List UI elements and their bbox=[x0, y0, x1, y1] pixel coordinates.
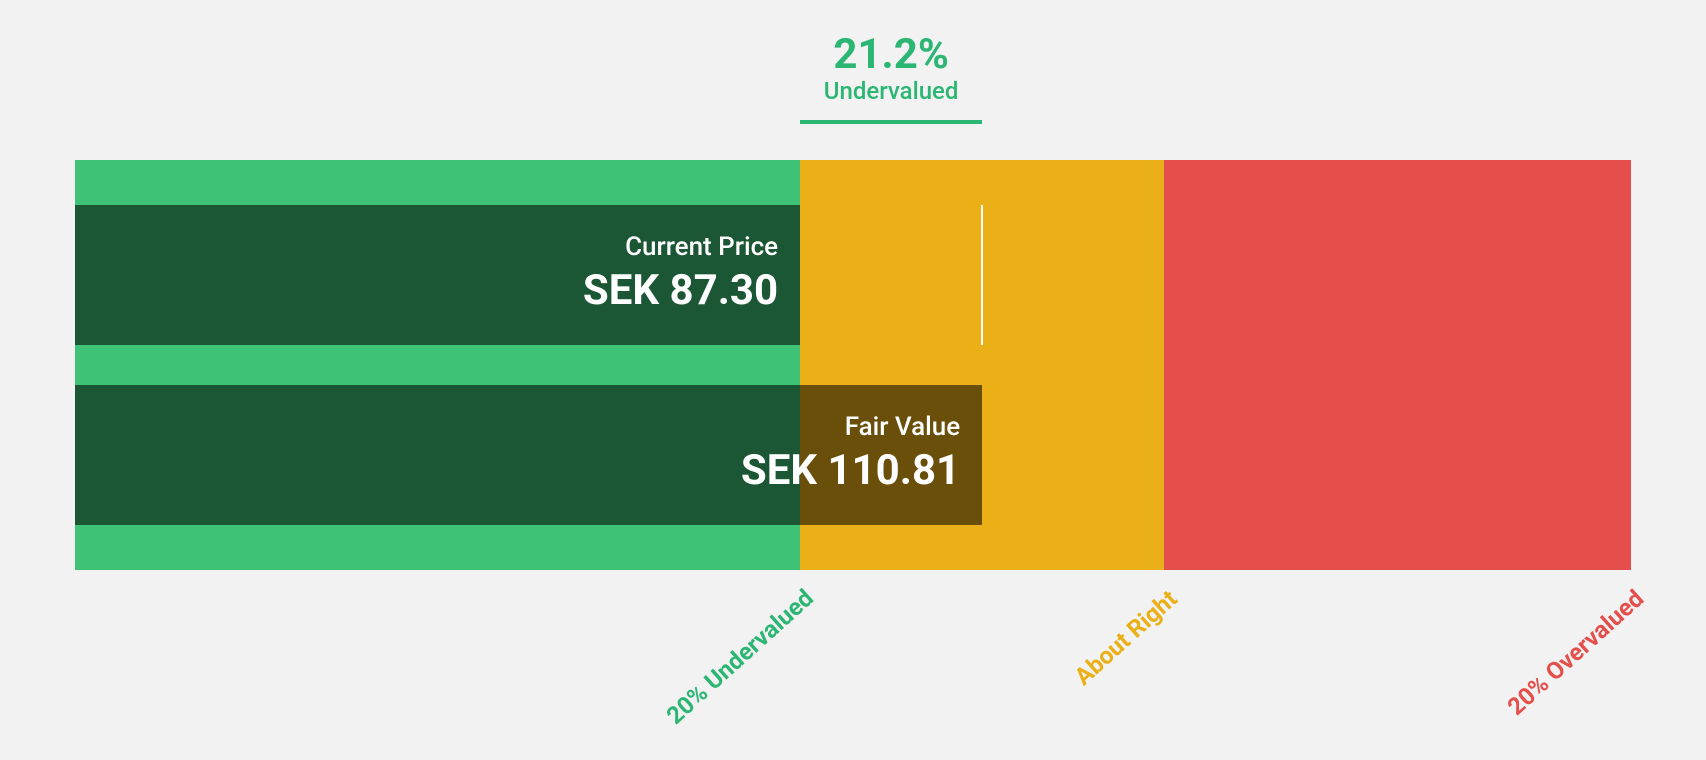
callout-sublabel: Undervalued bbox=[781, 77, 1001, 105]
fair-value-tick bbox=[981, 205, 983, 345]
zone-label-undervalued: 20% Undervalued bbox=[661, 584, 819, 730]
fair-value-bar-text: Fair Value SEK 110.81 bbox=[741, 413, 960, 494]
callout-percent: 21.2% bbox=[781, 30, 1001, 79]
current-price-bar-value: SEK 87.30 bbox=[583, 268, 778, 314]
zone-label-about_right: About Right bbox=[1069, 584, 1183, 690]
fair-value-bar-value: SEK 110.81 bbox=[741, 448, 960, 494]
fair-value-bar-label: Fair Value bbox=[741, 413, 960, 442]
callout-underline bbox=[800, 120, 982, 124]
current-price-bar-text: Current Price SEK 87.30 bbox=[583, 233, 778, 314]
valuation-chart-wrap: Current Price SEK 87.30 Fair Value SEK 110.… bbox=[0, 0, 1706, 760]
zone-overvalued bbox=[1164, 160, 1631, 570]
zone-label-overvalued: 20% Overvalued bbox=[1502, 584, 1649, 720]
fair-value-bar: Fair Value SEK 110.81 bbox=[75, 385, 982, 525]
current-price-bar: Current Price SEK 87.30 bbox=[75, 205, 800, 345]
valuation-callout: 21.2%Undervalued bbox=[781, 30, 1001, 105]
current-price-bar-label: Current Price bbox=[583, 233, 778, 262]
valuation-chart: Current Price SEK 87.30 Fair Value SEK 110.… bbox=[75, 160, 1631, 570]
